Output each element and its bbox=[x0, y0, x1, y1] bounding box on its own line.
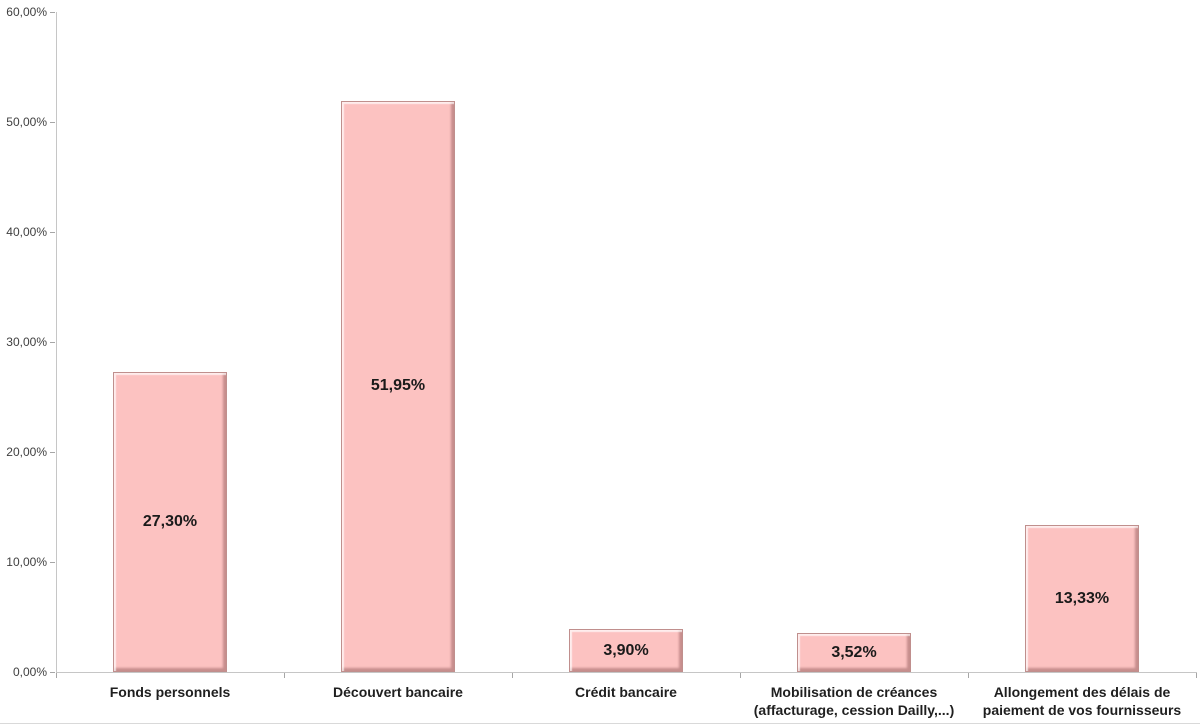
x-axis-tick bbox=[1196, 673, 1197, 678]
bar bbox=[569, 629, 683, 672]
bar-value-label: 27,30% bbox=[142, 512, 198, 530]
y-axis-tick-label: 10,00% bbox=[6, 555, 47, 569]
y-axis-line bbox=[56, 12, 57, 672]
y-axis-tick bbox=[50, 672, 55, 673]
category-label: Crédit bancaire bbox=[575, 684, 677, 700]
y-axis-tick-label: 40,00% bbox=[6, 225, 47, 239]
x-axis-tick bbox=[284, 673, 285, 678]
y-axis-tick-label: 50,00% bbox=[6, 115, 47, 129]
y-axis-tick bbox=[50, 12, 55, 13]
bar-value-label: 13,33% bbox=[1054, 589, 1110, 607]
x-axis-tick bbox=[740, 673, 741, 678]
y-axis-tick bbox=[50, 232, 55, 233]
category-label: Découvert bancaire bbox=[333, 684, 463, 700]
y-axis-tick-label: 30,00% bbox=[6, 335, 47, 349]
bar bbox=[1025, 525, 1139, 672]
y-axis-tick bbox=[50, 452, 55, 453]
x-axis-tick bbox=[968, 673, 969, 678]
bar bbox=[341, 100, 455, 672]
category-label: Allongement des délais de paiement de vo… bbox=[982, 684, 1182, 718]
bar bbox=[113, 371, 227, 672]
y-axis-tick bbox=[50, 342, 55, 343]
bar-value-label: 3,90% bbox=[603, 641, 649, 659]
bar-value-label: 3,52% bbox=[831, 643, 877, 661]
y-axis-tick-label: 0,00% bbox=[12, 665, 47, 679]
bar bbox=[797, 633, 911, 672]
bar-value-label: 51,95% bbox=[370, 377, 426, 395]
category-label: Fonds personnels bbox=[109, 684, 231, 700]
x-axis-tick bbox=[512, 673, 513, 678]
x-axis-line bbox=[56, 672, 1197, 673]
y-axis-tick bbox=[50, 122, 55, 123]
chart-bottom-border bbox=[0, 723, 1200, 724]
category-label: Mobilisation de créances (affacturage, c… bbox=[753, 684, 955, 718]
x-axis-tick bbox=[56, 673, 57, 678]
y-axis-tick bbox=[50, 562, 55, 563]
y-axis-tick-label: 60,00% bbox=[6, 5, 47, 19]
y-axis-tick-label: 20,00% bbox=[6, 445, 47, 459]
